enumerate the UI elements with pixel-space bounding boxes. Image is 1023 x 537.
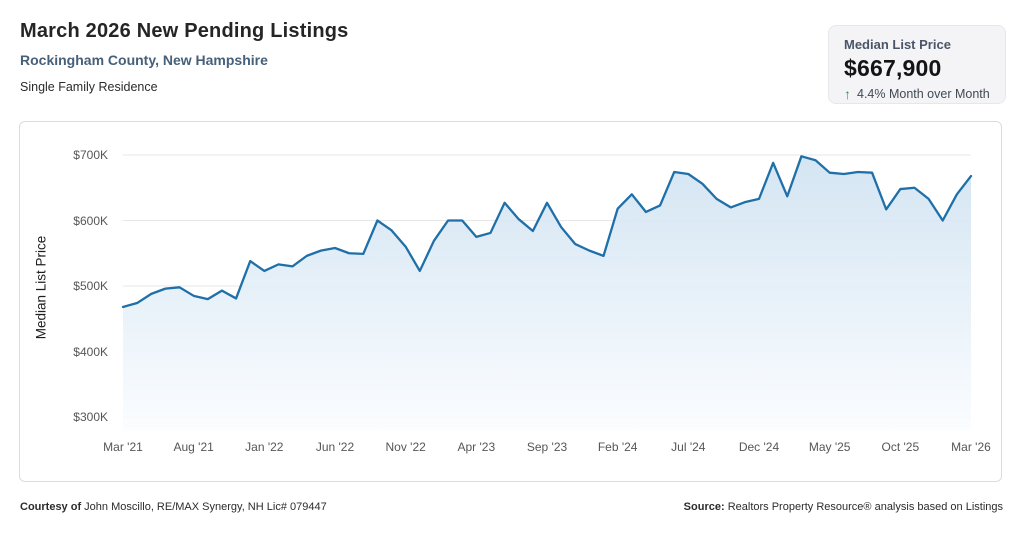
x-axis-tick-label: Feb '24 (597, 440, 638, 454)
x-axis-tick-label: Mar '26 (951, 440, 991, 454)
footer-courtesy-prefix: Courtesy of (20, 501, 82, 513)
chart-canvas (121, 154, 973, 431)
x-axis-tick-label: Nov '22 (385, 440, 426, 454)
stat-change: ↑ 4.4% Month over Month (844, 87, 990, 101)
price-area-fill (123, 156, 971, 431)
y-axis-tick-label: $700K (73, 148, 108, 162)
x-axis-tick-label: Jan '22 (245, 440, 284, 454)
x-axis-tick-label: Apr '23 (457, 440, 496, 454)
x-axis-tick-label: Jun '22 (315, 440, 355, 454)
y-axis-tick-label: $400K (73, 344, 108, 359)
footer-courtesy: Courtesy of John Moscillo, RE/MAX Synerg… (20, 501, 327, 513)
stat-change-label: 4.4% Month over Month (857, 87, 990, 101)
y-axis-tick-label: $600K (73, 213, 108, 228)
x-axis-tick-label: Dec '24 (738, 440, 780, 454)
x-axis-tick-label: Aug '21 (173, 440, 214, 454)
x-axis-tick-label: Jul '24 (671, 440, 706, 454)
y-axis-tick-label: $500K (73, 279, 108, 293)
page-subtitle: Rockingham County, New Hampshire (20, 52, 268, 68)
footer-courtesy-text: John Moscillo, RE/MAX Synergy, NH Lic# 0… (81, 501, 327, 513)
price-line-series (121, 155, 973, 309)
footer-source-prefix: Source: (683, 501, 725, 513)
footer: Courtesy of John Moscillo, RE/MAX Synerg… (20, 501, 1003, 513)
report-header: March 2026 New Pending Listings Rockingh… (20, 20, 349, 94)
x-axis-tick-label: May '25 (808, 440, 851, 454)
trend-up-icon: ↑ (844, 86, 851, 102)
x-axis-tick-label: Mar '21 (103, 440, 143, 454)
y-axis-tick-label: $300K (73, 410, 108, 424)
footer-source: Source: Realtors Property Resource® anal… (684, 501, 1003, 513)
median-list-price-stat-card: Median List Price $667,900 ↑ 4.4% Month … (828, 25, 1006, 104)
x-axis-tick-label: Sep '23 (526, 440, 568, 454)
x-axis-tick-label: Oct '25 (881, 440, 920, 454)
stat-label: Median List Price (844, 37, 951, 52)
footer-source-text: Realtors Property Resource® analysis bas… (724, 501, 1003, 513)
stat-value: $667,900 (844, 55, 942, 81)
property-type-label: Single Family Residence (20, 80, 158, 94)
chart-card: Median List Price $700K $600K $500K $400K $3… (19, 121, 1002, 482)
page-title: March 2026 New Pending Listings (20, 20, 349, 42)
